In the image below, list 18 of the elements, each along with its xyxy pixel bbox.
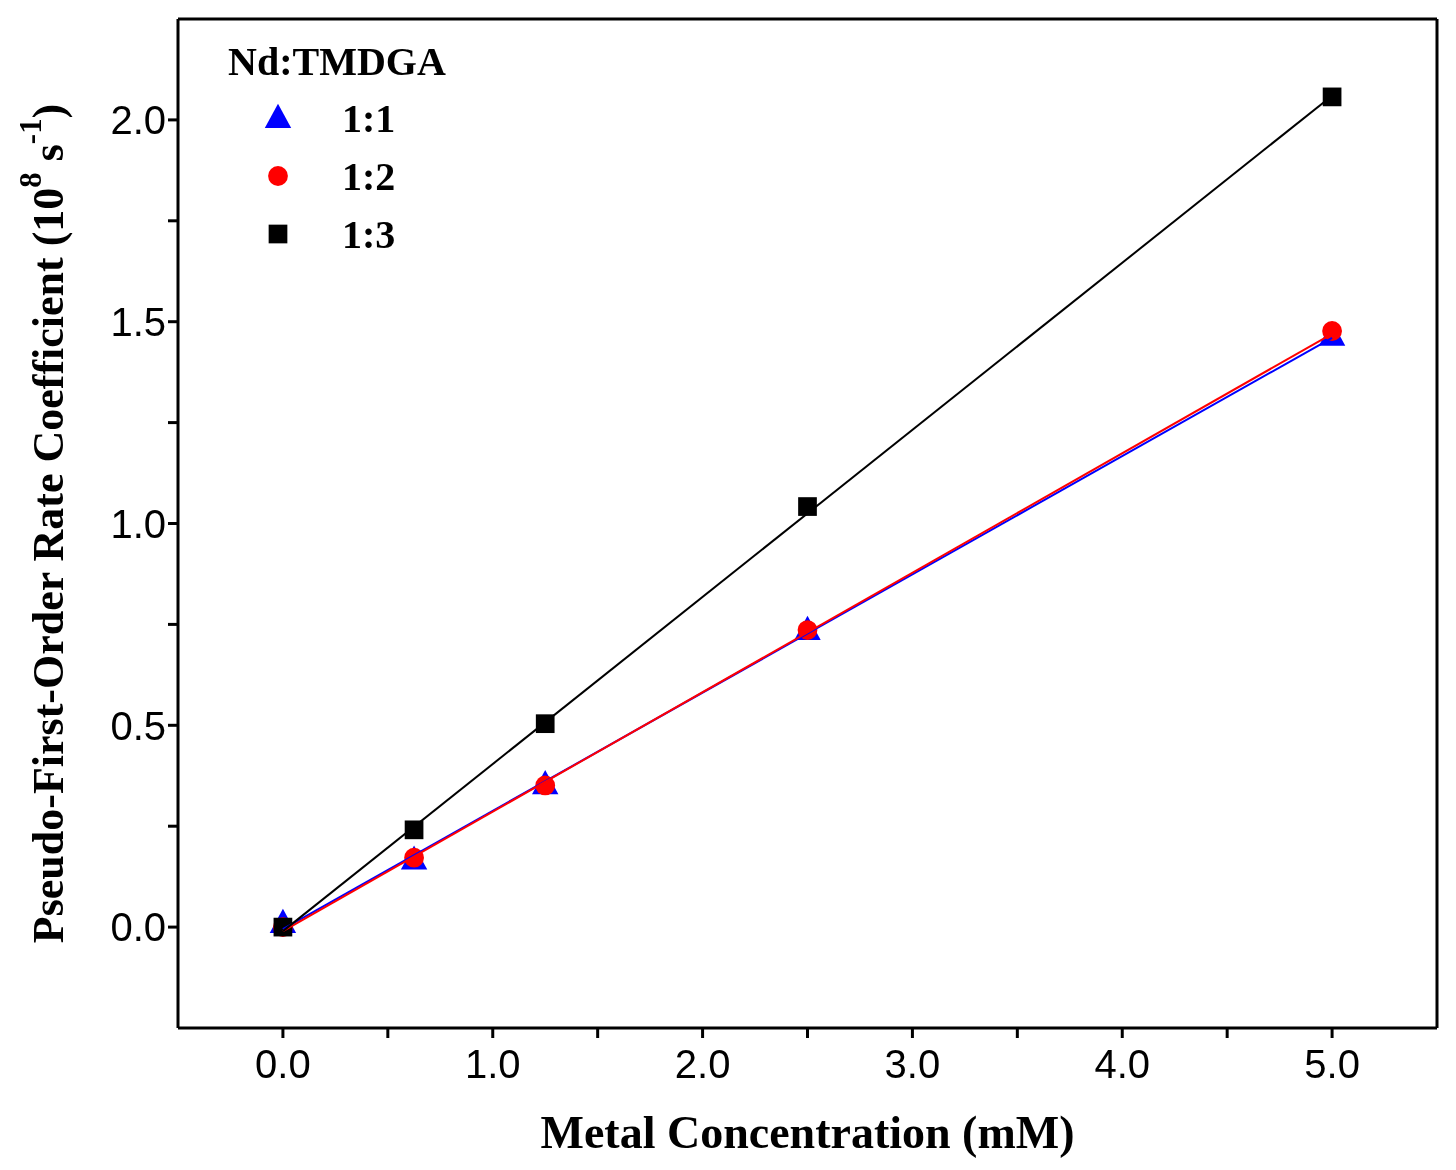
y-tick-label: 1.0: [110, 501, 166, 546]
y-tick-label: 0.5: [110, 703, 166, 748]
x-tick-label: 1.0: [464, 1042, 521, 1087]
x-axis-title: Metal Concentration (mM): [540, 1107, 1075, 1158]
point: [798, 497, 817, 516]
legend-label: 1:2: [342, 152, 396, 200]
x-tick-label: 3.0: [884, 1042, 941, 1087]
x-tick-label: 5.0: [1304, 1042, 1360, 1087]
y-tick-label: 1.5: [110, 299, 166, 344]
point: [1322, 321, 1342, 341]
legend-title: Nd:TMDGA: [228, 38, 446, 85]
y-tick-label: 2.0: [110, 98, 166, 143]
x-tick-label: 4.0: [1094, 1042, 1151, 1087]
x-tick-label: 2.0: [674, 1042, 731, 1087]
x-tick-label: 0.0: [255, 1042, 311, 1087]
legend-label: 1:3: [342, 210, 396, 258]
legend-label: 1:1: [342, 94, 396, 142]
y-tick-label: 0.0: [110, 905, 166, 950]
